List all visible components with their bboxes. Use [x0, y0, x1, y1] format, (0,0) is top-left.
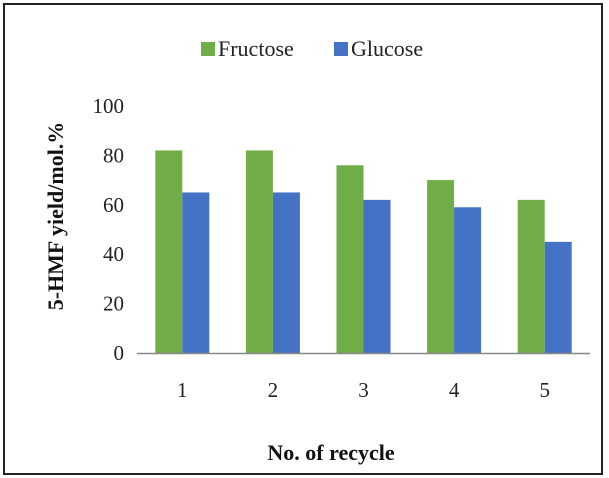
bar-fructose-5 [517, 199, 545, 353]
bar-glucose-3 [363, 199, 391, 353]
y-tick-label: 0 [114, 341, 125, 365]
x-axis-title: No. of recycle [267, 440, 394, 465]
bar-fructose-3 [336, 165, 364, 353]
x-tick-label: 2 [268, 378, 279, 402]
bar-glucose-2 [272, 192, 300, 353]
y-tick-label: 100 [93, 94, 125, 118]
y-tick-label: 20 [103, 292, 124, 316]
bars [155, 150, 572, 353]
x-tick-label: 5 [539, 378, 550, 402]
y-tick-label: 80 [103, 143, 124, 167]
bar-fructose-2 [245, 150, 273, 353]
y-tick-label: 60 [103, 193, 124, 217]
bar-fructose-1 [155, 150, 183, 353]
y-axis-title: 5-HMF yield/mol.% [43, 122, 68, 311]
x-axis-ticks: 1 2 3 4 5 [177, 378, 550, 402]
x-tick-label: 1 [177, 378, 188, 402]
y-tick-label: 40 [103, 242, 124, 266]
y-axis-ticks: 0 20 40 60 80 100 [93, 94, 125, 365]
bar-fructose-4 [427, 180, 455, 353]
bar-glucose-5 [544, 241, 572, 353]
x-tick-label: 3 [358, 378, 369, 402]
bar-glucose-4 [454, 207, 482, 353]
legend: Fructose Glucose [201, 36, 423, 61]
legend-label-glucose: Glucose [351, 36, 423, 61]
x-tick-label: 4 [449, 378, 460, 402]
chart-frame [3, 3, 603, 475]
legend-label-fructose: Fructose [218, 36, 294, 61]
bar-glucose-1 [182, 192, 210, 353]
legend-swatch-fructose [201, 42, 215, 56]
legend-swatch-glucose [334, 42, 348, 56]
